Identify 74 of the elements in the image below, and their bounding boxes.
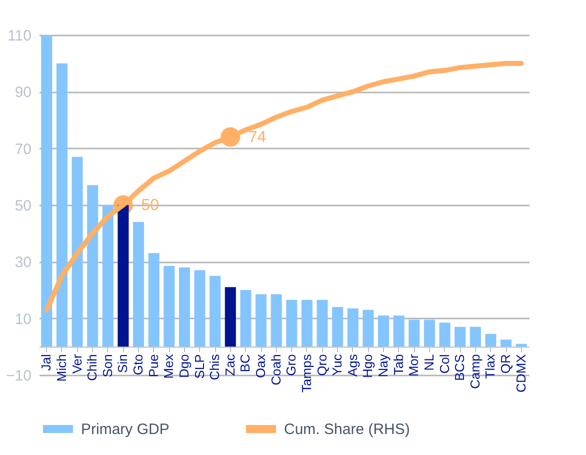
bar [133, 222, 144, 347]
bar [148, 253, 160, 347]
x-tick-label: Tab [390, 354, 406, 376]
bar [56, 63, 68, 347]
bar [178, 267, 190, 347]
x-tick-label: Gto [130, 354, 146, 376]
legend-label: Primary GDP [81, 421, 170, 438]
x-tick-label: Son [100, 354, 115, 378]
x-tick-label: Nay [376, 354, 391, 378]
x-tick-label: Dgo [176, 354, 192, 378]
annotation: 50 [141, 197, 160, 214]
bar [470, 326, 481, 347]
bar [118, 205, 129, 347]
bar [316, 300, 328, 347]
y-tick-label: 90 [14, 84, 32, 102]
bar [408, 320, 420, 347]
x-tick-label: Chih [84, 354, 100, 381]
bar [393, 316, 404, 347]
x-tick-label: BCS [452, 354, 468, 381]
y-tick-label: 50 [14, 198, 32, 214]
bar [240, 290, 252, 347]
y-tick-label: 10 [14, 310, 32, 328]
bar [347, 308, 358, 347]
x-tick-label: Qro [314, 354, 330, 376]
x-tick-label: Yuc [330, 354, 345, 376]
bar [87, 185, 98, 347]
bar [270, 294, 282, 347]
annotation: 74 [248, 129, 266, 146]
x-tick-label: Ags [344, 354, 360, 377]
x-tick-label: Pue [146, 354, 161, 378]
x-tick-label: SLP [192, 354, 207, 379]
x-tick-label: Hgo [360, 354, 376, 378]
bar [439, 322, 450, 347]
bar [485, 334, 496, 347]
x-tick-label: Coah [268, 354, 284, 386]
bar [454, 326, 466, 347]
y-tick-label: 110 [8, 28, 32, 44]
x-tick-label: Mich [54, 354, 69, 382]
x-tick-label: BC [238, 354, 253, 372]
bar [378, 316, 390, 347]
x-tick-label: Mor [406, 354, 422, 377]
x-tick-label: Tamps [298, 354, 314, 392]
x-tick-label: Camp [467, 354, 482, 389]
x-tick-label: Tlax [482, 354, 498, 379]
bar [286, 300, 298, 347]
x-tick-label: Zac [222, 354, 238, 376]
x-tick-label: QR [498, 354, 514, 374]
y-tick-label: −10 [6, 368, 32, 384]
x-tick-label: CDMX [513, 354, 528, 392]
bar [256, 294, 267, 347]
bar [224, 287, 236, 347]
x-tick-label: Jal [38, 354, 54, 371]
x-tick-label: Mex [161, 354, 176, 379]
x-tick-label: NL [421, 354, 436, 371]
bar [424, 320, 435, 347]
bar [301, 300, 312, 347]
bar [41, 35, 52, 347]
bar [102, 205, 114, 347]
bar [332, 307, 344, 347]
bar [500, 340, 512, 347]
x-tick-label: Sin [115, 354, 130, 373]
y-tick-label: 30 [14, 254, 32, 272]
legend-label: Cum. Share (RHS) [284, 421, 410, 438]
y-tick-label: 70 [14, 140, 32, 158]
bar [210, 276, 221, 347]
bar [72, 156, 83, 347]
x-tick-label: Gro [284, 354, 299, 376]
x-tick-label: Chis [207, 354, 222, 380]
x-tick-label: Oax [253, 354, 268, 378]
x-tick-label: Ver [69, 354, 84, 374]
bar [194, 270, 206, 347]
x-tick-label: Col [436, 354, 452, 374]
bar [164, 266, 175, 347]
bar [362, 310, 374, 347]
